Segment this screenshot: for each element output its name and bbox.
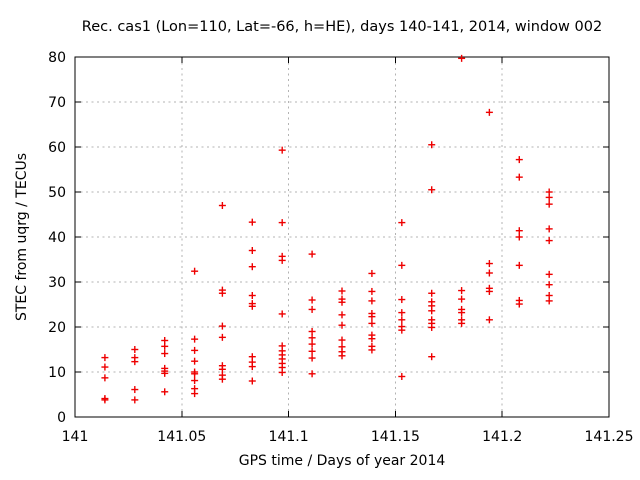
y-axis-label: STEC from uqrg / TECUs: [14, 152, 30, 322]
y-tick-label: 50: [48, 185, 66, 201]
y-tick-label: 0: [57, 410, 66, 426]
plot-border: [74, 56, 610, 418]
y-tick-label: 60: [48, 140, 66, 156]
x-tick-label: 141.2: [482, 429, 522, 445]
y-tick-label: 30: [48, 275, 66, 291]
y-tick-label: 20: [48, 320, 66, 336]
x-tick-label: 141: [62, 429, 89, 445]
x-tick-label: 141.15: [371, 429, 420, 445]
y-tick-label: 10: [48, 365, 66, 381]
chart-title: Rec. cas1 (Lon=110, Lat=-66, h=HE), days…: [81, 19, 603, 35]
x-tick-label: 141.1: [269, 429, 309, 445]
y-tick-label: 40: [48, 230, 66, 246]
x-tick-label: 141.25: [585, 429, 634, 445]
y-tick-label: 80: [48, 50, 66, 66]
x-tick-label: 141.05: [157, 429, 206, 445]
y-tick-label: 70: [48, 95, 66, 111]
x-axis-label: GPS time / Days of year 2014: [238, 453, 446, 469]
